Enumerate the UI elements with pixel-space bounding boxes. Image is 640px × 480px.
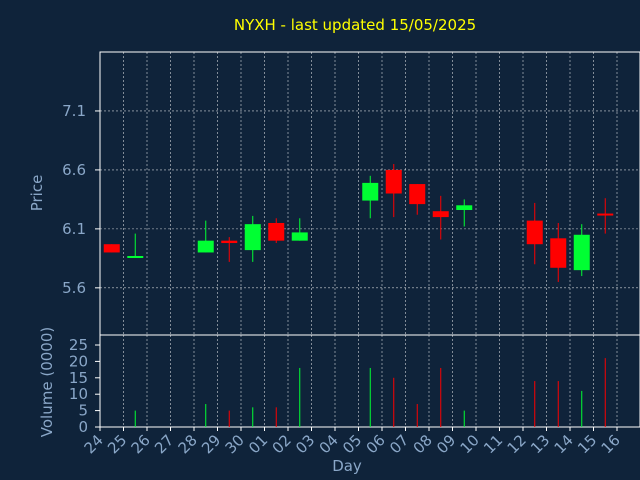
candle-body bbox=[456, 205, 473, 211]
x-tick-label: 12 bbox=[504, 431, 530, 457]
x-tick-label: 15 bbox=[574, 431, 600, 457]
price-tick-label: 5.6 bbox=[62, 279, 86, 297]
x-tick-label: 09 bbox=[433, 431, 459, 457]
chart-title: NYXH - last updated 15/05/2025 bbox=[234, 16, 476, 34]
price-grid bbox=[100, 52, 640, 335]
candle-body bbox=[432, 211, 449, 218]
candle-body bbox=[526, 220, 543, 245]
x-tick-label: 02 bbox=[269, 431, 295, 457]
volume-tick-label: 25 bbox=[69, 336, 88, 354]
volume-tick-label: 20 bbox=[69, 352, 88, 370]
x-tick-label: 05 bbox=[339, 431, 365, 457]
price-tick-label: 6.1 bbox=[62, 220, 86, 238]
x-tick-label: 29 bbox=[198, 431, 224, 457]
candle-body bbox=[409, 184, 426, 205]
candle-body bbox=[197, 240, 214, 253]
candle-body bbox=[221, 240, 238, 244]
candle-body bbox=[573, 234, 590, 271]
x-tick-label: 01 bbox=[245, 431, 271, 457]
price-panel: 5.6 6.1 6.6 7.1 Price bbox=[28, 51, 640, 336]
x-tick-label: 03 bbox=[292, 431, 318, 457]
price-tick-label: 6.6 bbox=[62, 161, 86, 179]
candle-body bbox=[268, 222, 285, 241]
price-tick-labels: 5.6 6.1 6.6 7.1 bbox=[62, 102, 100, 297]
volume-axis-label: Volume (0000) bbox=[38, 327, 56, 437]
x-tick-label: 06 bbox=[363, 431, 389, 457]
x-tick-label: 11 bbox=[480, 431, 506, 457]
x-tick-label: 28 bbox=[175, 431, 201, 457]
volume-grid bbox=[123, 335, 618, 427]
candle-body bbox=[291, 232, 308, 241]
x-tick-label: 04 bbox=[316, 431, 342, 457]
candle-body bbox=[550, 238, 567, 268]
x-tick-label: 13 bbox=[527, 431, 553, 457]
x-tick-label: 07 bbox=[386, 431, 412, 457]
x-tick-label: 26 bbox=[128, 431, 154, 457]
x-tick-label: 27 bbox=[151, 431, 177, 457]
x-tick-label: 14 bbox=[551, 431, 577, 457]
candle-body bbox=[127, 255, 144, 258]
price-tick-label: 7.1 bbox=[62, 102, 86, 120]
x-axis-label: Day bbox=[332, 457, 362, 475]
candle-body bbox=[597, 213, 614, 216]
x-tick-label: 30 bbox=[222, 431, 248, 457]
x-tick-label: 10 bbox=[457, 431, 483, 457]
candle-body bbox=[385, 169, 402, 194]
volume-tick-label: 15 bbox=[69, 369, 88, 387]
volume-tick-label: 5 bbox=[78, 402, 88, 420]
candle-body bbox=[103, 244, 120, 253]
candles bbox=[103, 164, 614, 282]
x-tick-labels: 2425262728293001020304050607080910111213… bbox=[81, 427, 624, 457]
x-tick-label: 16 bbox=[598, 431, 624, 457]
candle-body bbox=[362, 182, 379, 201]
volume-bars bbox=[134, 358, 606, 427]
candle-body bbox=[244, 224, 261, 251]
price-axis-label: Price bbox=[28, 175, 46, 212]
x-tick-label: 25 bbox=[104, 431, 130, 457]
volume-tick-label: 10 bbox=[69, 385, 88, 403]
x-tick-label: 08 bbox=[410, 431, 436, 457]
volume-tick-label: 0 bbox=[78, 418, 88, 436]
